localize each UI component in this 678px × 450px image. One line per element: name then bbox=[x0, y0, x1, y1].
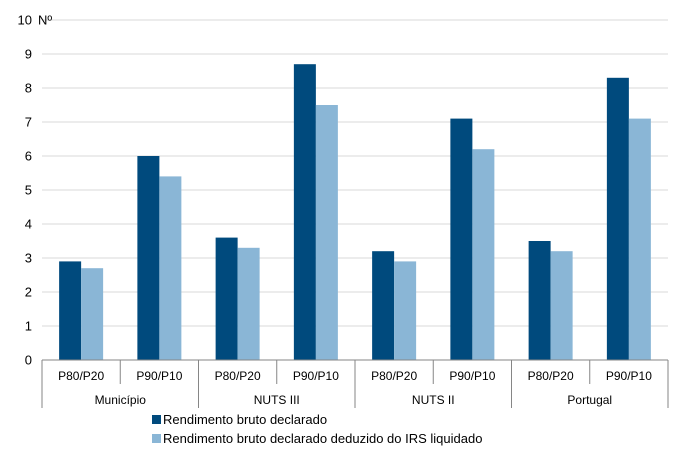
bar-deduzido bbox=[81, 268, 103, 360]
y-tick-label: 8 bbox=[25, 81, 32, 96]
y-tick-label: 6 bbox=[25, 149, 32, 164]
bar-bruto bbox=[450, 119, 472, 360]
x-category-label: P90/P10 bbox=[293, 369, 339, 383]
bar-bruto bbox=[59, 261, 81, 360]
x-category-label: P80/P20 bbox=[371, 369, 417, 383]
x-category-label: P90/P10 bbox=[449, 369, 495, 383]
x-group-label: Município bbox=[95, 393, 147, 407]
legend-swatch bbox=[152, 415, 161, 424]
x-category-label: P90/P10 bbox=[136, 369, 182, 383]
bar-deduzido bbox=[159, 176, 181, 360]
y-tick-label: 5 bbox=[25, 183, 32, 198]
bar-deduzido bbox=[551, 251, 573, 360]
bar-bruto bbox=[372, 251, 394, 360]
x-group-label: NUTS II bbox=[412, 393, 455, 407]
y-tick-label: 3 bbox=[25, 251, 32, 266]
bar-bruto bbox=[137, 156, 159, 360]
bar-bruto bbox=[529, 241, 551, 360]
y-axis-ticks: 0 1 2 3 4 5 6 7 8 9 10 bbox=[18, 13, 32, 368]
y-tick-label: 0 bbox=[25, 353, 32, 368]
legend-swatch bbox=[152, 434, 161, 443]
gridlines bbox=[42, 20, 668, 326]
legend: Rendimento bruto declarado Rendimento bru… bbox=[152, 412, 482, 446]
x-category-label: P80/P20 bbox=[528, 369, 574, 383]
x-category-label: P90/P10 bbox=[606, 369, 652, 383]
bar-deduzido bbox=[316, 105, 338, 360]
bar-bruto bbox=[216, 238, 238, 360]
y-tick-label: 10 bbox=[18, 13, 32, 28]
bar-deduzido bbox=[238, 248, 260, 360]
y-tick-label: 1 bbox=[25, 319, 32, 334]
bars bbox=[59, 64, 651, 360]
x-group-label: Portugal bbox=[567, 393, 612, 407]
y-unit-label: Nº bbox=[38, 13, 52, 28]
y-tick-label: 7 bbox=[25, 115, 32, 130]
x-category-label: P80/P20 bbox=[58, 369, 104, 383]
legend-label: Rendimento bruto declarado deduzido do I… bbox=[163, 431, 482, 446]
bar-bruto bbox=[607, 78, 629, 360]
bar-deduzido bbox=[472, 149, 494, 360]
bar-deduzido bbox=[629, 119, 651, 360]
y-tick-label: 4 bbox=[25, 217, 32, 232]
bar-deduzido bbox=[394, 261, 416, 360]
legend-label: Rendimento bruto declarado bbox=[163, 412, 327, 427]
y-tick-label: 2 bbox=[25, 285, 32, 300]
x-group-label: NUTS III bbox=[254, 393, 300, 407]
x-category-label: P80/P20 bbox=[215, 369, 261, 383]
y-tick-label: 9 bbox=[25, 47, 32, 62]
bar-bruto bbox=[294, 64, 316, 360]
